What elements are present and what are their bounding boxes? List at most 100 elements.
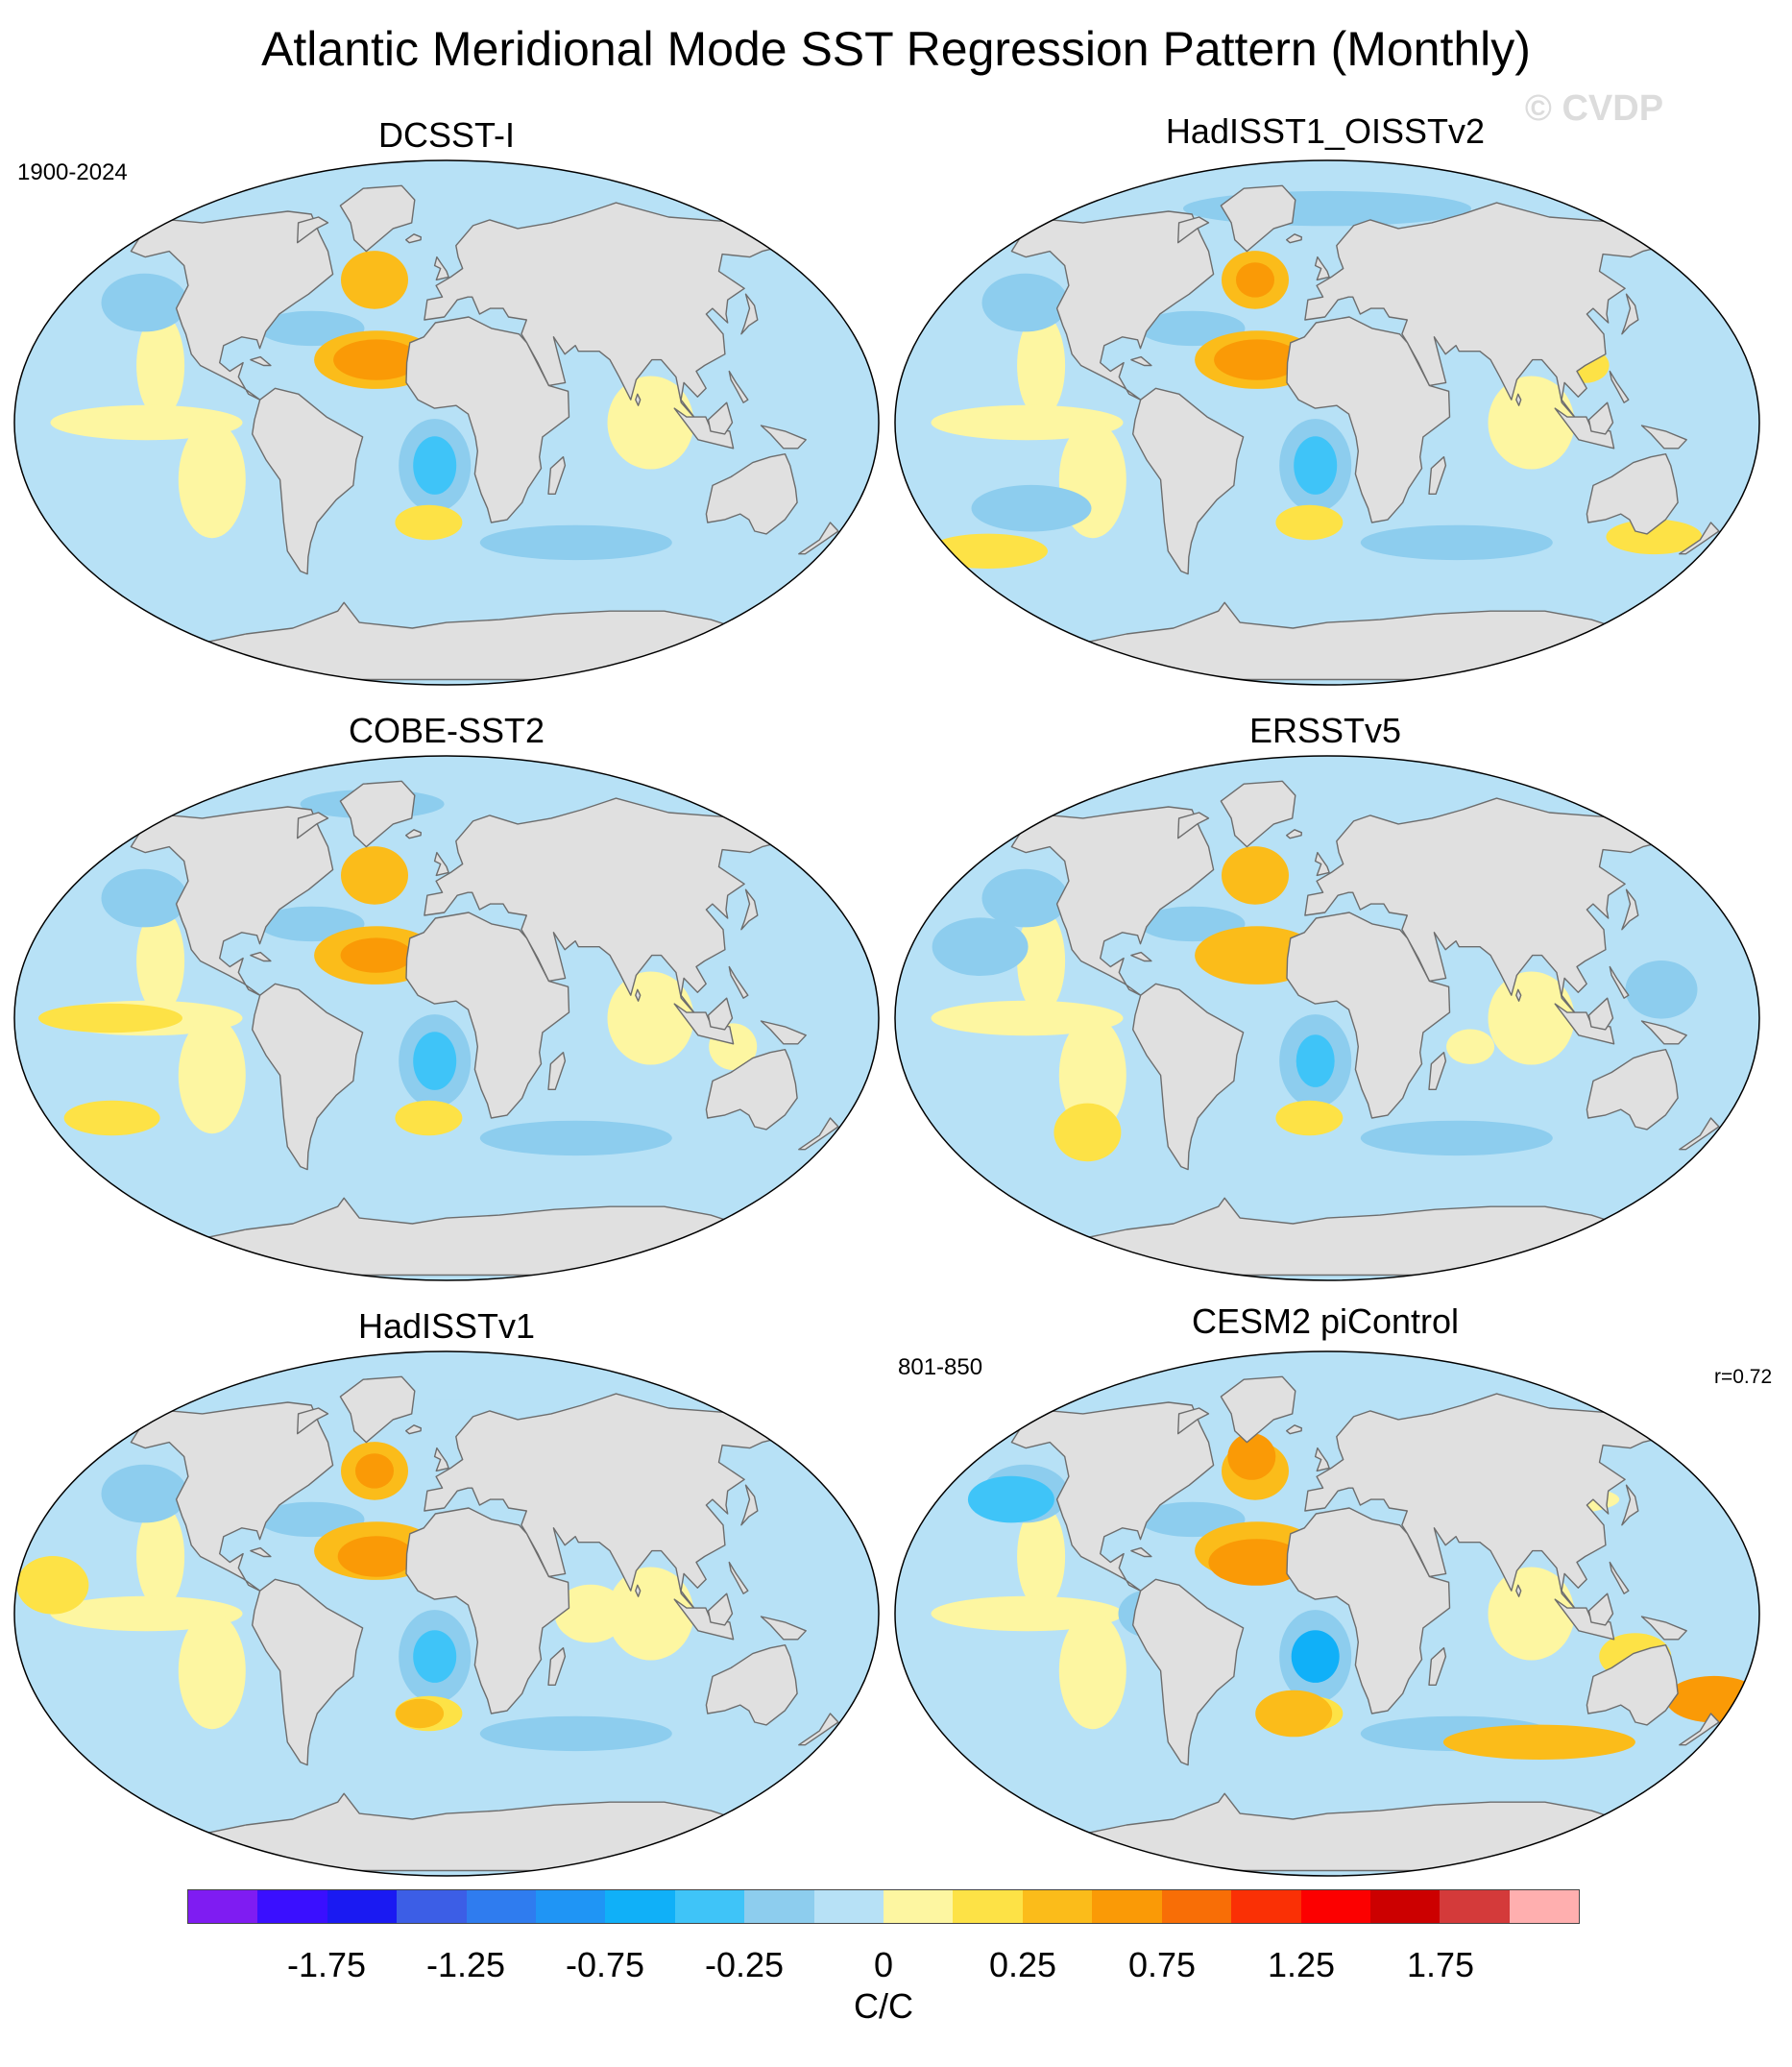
landmass-indonesia [673,1598,735,1641]
landmass-baffin [297,1407,329,1435]
sst-anomaly-region [1294,436,1338,495]
landmass-north-america [1010,210,1215,401]
colorbar-tick-label: 0.75 [1127,1945,1197,1984]
colorbar-segment [466,1890,537,1923]
landmass-indonesia [1554,1598,1615,1641]
colorbar-tick-label: 0.25 [988,1945,1057,1984]
landmass-baffin [1177,812,1210,839]
landmass-australia [705,1049,798,1131]
colorbar-segment [744,1890,814,1923]
map-panel-5 [13,1350,880,1877]
colorbar-segment [327,1890,398,1923]
colorbar-units: C/C [854,1986,913,2026]
sst-anomaly-region [1214,339,1301,380]
landmass-north-america [130,210,334,401]
sst-anomaly-region [607,971,694,1065]
sst-anomaly-region [395,504,463,541]
sst-anomaly-region [967,1475,1054,1523]
sst-anomaly-region [479,1715,672,1752]
landmass-africa [1286,316,1451,523]
watermark: © CVDP [1524,88,1664,129]
sst-anomaly-region [1360,524,1553,561]
sst-anomaly-region [1446,1029,1495,1064]
colorbar-segment [674,1890,745,1923]
figure-title: Atlantic Meridional Mode SST Regression … [261,22,1531,76]
landmass-philippines [1609,370,1630,403]
landmass-japan [740,1484,759,1526]
landmass-greenland [339,1375,416,1444]
sst-anomaly-region [1058,1016,1126,1134]
landmass-south-america [251,1578,364,1766]
landmass-baffin [297,216,329,244]
sst-anomaly-region [413,1630,457,1683]
landmass-south-america [251,983,364,1171]
sst-anomaly-region [1606,519,1703,555]
panel-title-2: HadISST1_OISSTv2 [1165,111,1486,151]
sst-anomaly-region [1227,1433,1276,1480]
landmass-africa [405,1507,570,1714]
landmass-madagascar [1428,456,1447,495]
landmass-new-guinea [760,1020,807,1045]
colorbar-segment [884,1890,954,1923]
sst-anomaly-region [101,273,188,332]
sst-anomaly-region [479,1120,672,1156]
landmass-africa [1286,1507,1451,1714]
landmass-madagascar [1428,1052,1447,1090]
landmass-sri-lanka [1515,1584,1522,1597]
landmass-borneo [707,997,734,1031]
landmass-africa [405,912,570,1119]
landmass-new-guinea [1640,425,1687,450]
landmass-indonesia [1554,1003,1615,1045]
sst-anomaly-region [337,1536,415,1577]
landmass-south-america [1131,1578,1245,1766]
colorbar-segment [397,1890,467,1923]
panel-6-correlation-label: r=0.72 [1714,1366,1773,1388]
sst-anomaly-region [981,273,1069,332]
colorbar-segment [1300,1890,1370,1923]
landmass-australia [1586,1049,1679,1131]
sst-anomaly-region [1208,1539,1305,1586]
sst-anomaly-region [254,1371,639,1400]
map-panel-4 [894,755,1760,1281]
colorbar-tick-label: 1.25 [1267,1945,1336,1984]
landmass-south-america [1131,983,1245,1171]
sst-anomaly-region [63,1100,160,1136]
map-border [13,1350,880,1877]
sst-anomaly-region [1291,1630,1340,1683]
sst-anomaly-region [1228,937,1296,973]
sst-anomaly-region [341,846,408,905]
landmass-baffin [1177,216,1210,244]
panel-title-4: ERSSTv5 [1248,711,1402,750]
landmass-philippines [728,1561,749,1594]
panel-title-6: CESM2 piControl [1191,1301,1460,1341]
landmass-madagascar [547,1052,567,1090]
sst-anomaly-region [479,524,672,561]
map-border [894,159,1760,686]
landmass-north-america [130,806,334,996]
colorbar-segment [1509,1890,1580,1923]
sst-anomaly-region [1665,1675,1759,1723]
sst-anomaly-region [1442,1724,1635,1760]
landmass-north-america [1010,1401,1215,1592]
landmass-australia [705,453,798,535]
landmass-greenland [339,184,416,253]
colorbar-segment [813,1890,884,1923]
landmass-borneo [707,401,734,435]
landmass-sri-lanka [635,1584,642,1597]
landmass-philippines [1609,1561,1630,1594]
colorbar-segment [1092,1890,1162,1923]
landmass-north-america [130,1401,334,1592]
landmass-iceland [1286,829,1302,839]
sst-anomaly-region [355,1453,394,1489]
landmass-greenland [1220,1375,1296,1444]
sst-anomaly-region [341,251,408,309]
sst-anomaly-region [1296,1034,1335,1087]
panel-title-1: DCSST-I [377,115,516,155]
landmass-cuba [250,1546,272,1558]
landmass-indonesia [1554,407,1615,450]
landmass-greenland [1220,780,1296,848]
landmass-indonesia [673,407,735,450]
landmass-madagascar [547,1647,567,1686]
sst-anomaly-region [1017,908,1066,1014]
landmass-iceland [405,1424,422,1435]
